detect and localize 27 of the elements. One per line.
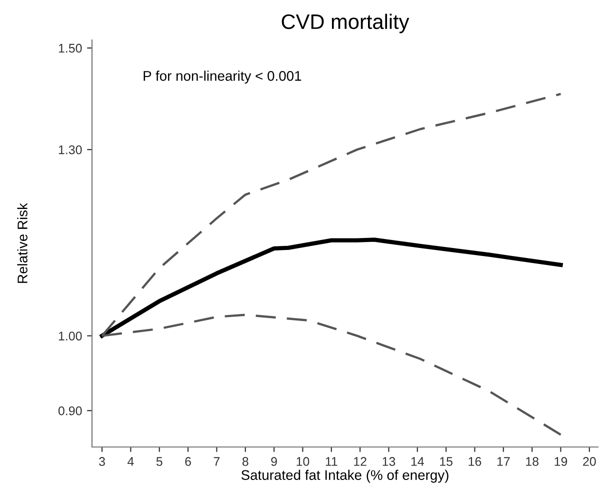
x-axis-title: Saturated fat Intake (% of energy) xyxy=(241,470,448,483)
y-tick-label: 1.50 xyxy=(58,44,82,53)
x-tick-label: 10 xyxy=(296,457,310,466)
line-series xyxy=(100,238,563,338)
x-tick-label: 4 xyxy=(128,457,134,466)
x-tick-label: 18 xyxy=(526,457,538,466)
x-tick-label: 3 xyxy=(99,457,105,466)
x-tick-label: 13 xyxy=(382,457,396,466)
x-tick-label: 6 xyxy=(185,457,191,466)
y-tick-label: 1.00 xyxy=(58,332,82,340)
y-tick-label: 1.30 xyxy=(58,145,82,154)
y-tick-label: 0.90 xyxy=(58,406,82,416)
x-tick-label: 19 xyxy=(554,457,568,466)
chart-title: CVD mortality xyxy=(282,14,410,34)
x-tick-label: 16 xyxy=(468,457,482,466)
annotation: P for non-linearity < 0.001 xyxy=(144,70,302,84)
x-tick-label: 14 xyxy=(411,457,424,466)
x-tick-label: 17 xyxy=(497,457,510,466)
x-tick-label: 7 xyxy=(214,457,220,466)
x-tick-label: 12 xyxy=(354,457,366,466)
x-tick-label: 11 xyxy=(326,457,338,466)
x-tick-label: 8 xyxy=(242,457,248,466)
y-axis-title: Relative Risk xyxy=(17,202,28,283)
x-tick-label: 5 xyxy=(156,457,162,466)
x-tick-label: 9 xyxy=(271,457,277,466)
x-tick-label: 15 xyxy=(440,457,452,466)
x-tick-label: 20 xyxy=(583,457,596,466)
